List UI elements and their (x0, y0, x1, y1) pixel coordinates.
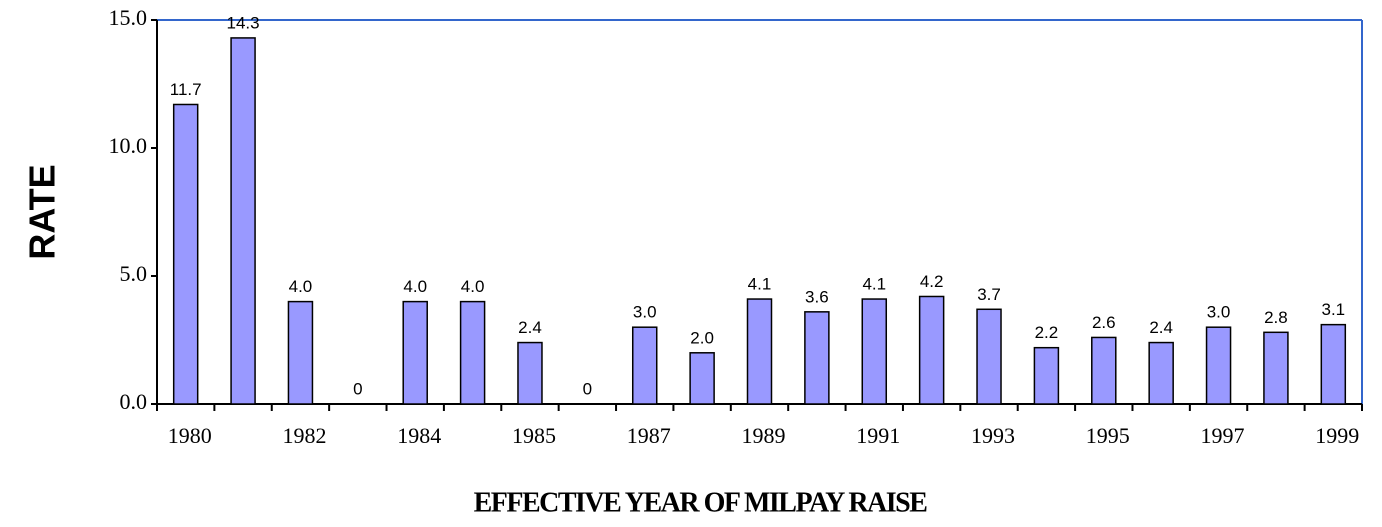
value-label: 2.4 (518, 318, 542, 337)
value-label: 4.0 (289, 277, 313, 296)
value-label: 4.0 (461, 277, 485, 296)
bar (804, 311, 830, 405)
bar (1091, 336, 1117, 405)
x-tick-label: 1995 (1086, 423, 1130, 448)
bar (1320, 323, 1347, 405)
bar (402, 300, 428, 405)
x-tick-label: 1997 (1201, 423, 1245, 448)
value-label: 11.7 (170, 80, 202, 99)
value-label: 2.6 (1092, 313, 1116, 332)
y-axis-label: RATE (22, 164, 63, 259)
bar (287, 300, 314, 405)
bar (459, 300, 486, 405)
bar (689, 352, 715, 405)
value-label: 3.7 (977, 285, 1001, 304)
value-label: 4.2 (920, 272, 944, 291)
bar (631, 326, 658, 405)
value-label: 2.2 (1035, 323, 1059, 342)
bar (1148, 341, 1174, 405)
bar (1033, 346, 1060, 405)
x-tick-label: 1999 (1315, 423, 1359, 448)
bar (1205, 326, 1232, 405)
value-label: 3.6 (805, 287, 829, 306)
value-label: 2.4 (1149, 318, 1173, 337)
value-label: 14.3 (227, 13, 260, 32)
bar (230, 37, 256, 405)
x-tick-label: 1982 (282, 423, 326, 448)
x-tick-label: 1989 (742, 423, 786, 448)
value-label: 4.0 (403, 277, 427, 296)
bar (517, 341, 543, 405)
y-tick-label: 5.0 (120, 261, 148, 286)
bar (1263, 331, 1289, 405)
value-label: 3.0 (1207, 303, 1231, 322)
bar (976, 308, 1002, 405)
y-tick-label: 0.0 (120, 389, 148, 414)
x-tick-label: 1993 (971, 423, 1015, 448)
value-label: 3.1 (1321, 300, 1345, 319)
value-label: 2.8 (1264, 308, 1288, 327)
bar (918, 295, 945, 405)
value-label: 0 (353, 379, 362, 398)
bar (172, 103, 199, 405)
bar (746, 298, 773, 405)
y-tick-label: 10.0 (109, 133, 148, 158)
x-axis-label: EFFECTIVE YEAR OF MILPAY RAISE (474, 487, 928, 518)
bar (861, 298, 888, 405)
y-tick-label: 15.0 (109, 5, 148, 30)
value-label: 3.0 (633, 303, 657, 322)
value-label: 0 (583, 379, 592, 398)
x-tick-label: 1980 (168, 423, 212, 448)
value-label: 4.1 (748, 275, 772, 294)
x-tick-label: 1987 (627, 423, 671, 448)
value-label: 2.0 (690, 328, 714, 347)
x-tick-label: 1985 (512, 423, 556, 448)
value-label: 4.1 (862, 275, 886, 294)
x-tick-label: 1991 (856, 423, 900, 448)
x-tick-label: 1984 (397, 423, 441, 448)
